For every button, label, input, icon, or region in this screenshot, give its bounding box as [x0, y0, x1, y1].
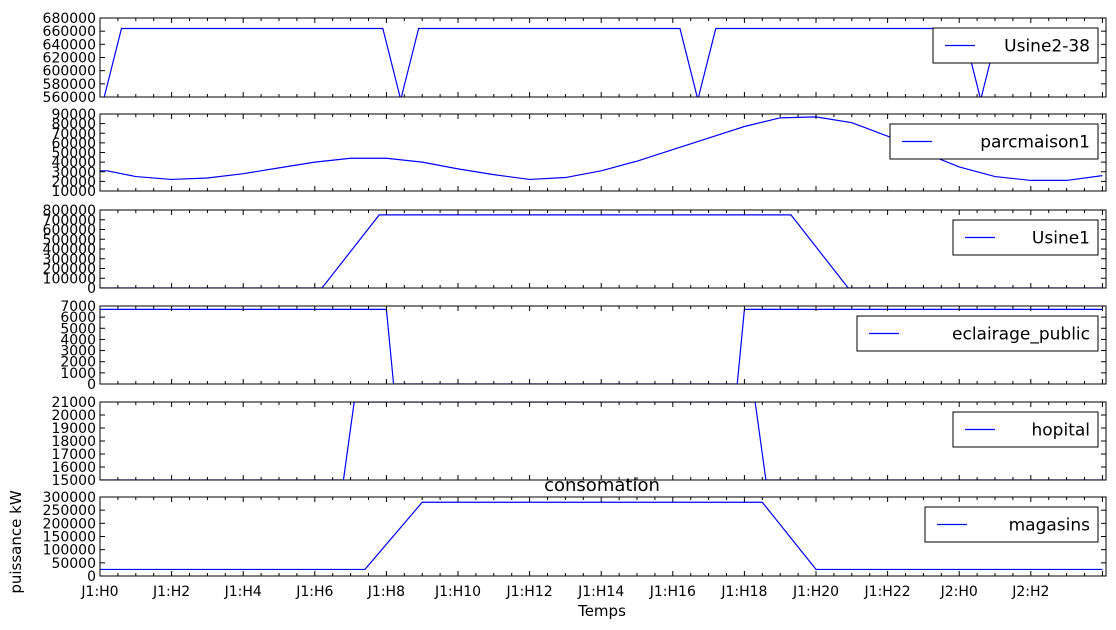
- x-tick-label: J2:H2: [1011, 584, 1049, 600]
- x-tick-label: J1:H18: [720, 584, 767, 600]
- y-tick-label: 580000: [43, 77, 96, 93]
- y-tick-label: 10000: [51, 184, 96, 200]
- y-tick-label: 3000: [60, 344, 96, 360]
- x-tick-label: J2:H0: [940, 584, 978, 600]
- x-tick-label: J1:H4: [224, 584, 262, 600]
- x-tick-label: J1:H10: [434, 584, 481, 600]
- y-tick-label: 680000: [43, 11, 96, 27]
- y-tick-label: 6000: [60, 310, 96, 326]
- y-tick-label: 800000: [43, 203, 96, 219]
- x-tick-label: J1:H2: [152, 584, 190, 600]
- series-line: [100, 402, 1103, 480]
- y-tick-label: 400000: [43, 242, 96, 258]
- y-tick-label: 20000: [51, 408, 96, 424]
- legend-label: Usine1: [1032, 229, 1090, 249]
- x-tick-label: J1:H0: [80, 584, 118, 600]
- legend: parcmaison1: [889, 123, 1099, 160]
- legend-label: parcmaison1: [980, 133, 1090, 153]
- y-tick-label: 0: [87, 377, 96, 393]
- y-tick-label: 640000: [43, 37, 96, 53]
- y-tick-label: 4000: [60, 332, 96, 348]
- y-tick-label: 0: [87, 281, 96, 297]
- y-tick-label: 0: [87, 569, 96, 585]
- subplot-parcmaison1: 1000020000300004000050000600007000080000…: [51, 107, 1107, 200]
- y-tick-label: 19000: [51, 421, 96, 437]
- y-tick-label: 15000: [51, 473, 96, 489]
- y-tick-label: 150000: [43, 530, 96, 546]
- y-tick-label: 17000: [51, 447, 96, 463]
- x-tick-label: J1:H16: [649, 584, 696, 600]
- subplot-Usine2-38: 5600005800006000006200006400006600006800…: [43, 11, 1107, 106]
- y-tick-label: 70000: [51, 126, 96, 142]
- series-line: [100, 501, 1103, 571]
- y-tick-label: 600000: [43, 223, 96, 239]
- series-line: [103, 27, 1000, 97]
- y-tick-label: 16000: [51, 460, 96, 476]
- y-tick-label: 1000: [60, 366, 96, 382]
- x-tick-label: J1:H8: [367, 584, 405, 600]
- y-tick-label: 620000: [43, 51, 96, 67]
- legend-label: eclairage_public: [952, 325, 1090, 345]
- y-tick-label: 2000: [60, 355, 96, 371]
- y-tick-label: 5000: [60, 321, 96, 337]
- y-tick-label: 700000: [43, 213, 96, 229]
- y-axis-label: puissance kW: [7, 490, 25, 593]
- y-tick-label: 60000: [51, 136, 96, 152]
- y-tick-label: 200000: [43, 262, 96, 278]
- y-tick-label: 80000: [51, 117, 96, 133]
- y-tick-label: 200000: [43, 516, 96, 532]
- x-tick-label: J1:H20: [792, 584, 839, 600]
- y-tick-label: 18000: [51, 434, 96, 450]
- series-line: [100, 308, 1103, 384]
- y-tick-label: 300000: [43, 252, 96, 268]
- y-tick-label: 100000: [43, 271, 96, 287]
- y-tick-label: 100000: [43, 543, 96, 559]
- subplots: 5600005800006000006200006400006600006800…: [43, 11, 1107, 600]
- x-tick-label: J1:H12: [506, 584, 553, 600]
- legend: Usine2-38: [932, 27, 1099, 64]
- legend: magasins: [924, 506, 1099, 543]
- legend: Usine1: [952, 219, 1099, 256]
- legend: hopital: [952, 411, 1099, 448]
- y-tick-label: 20000: [51, 174, 96, 190]
- y-tick-label: 250000: [43, 503, 96, 519]
- y-tick-label: 21000: [51, 395, 96, 411]
- y-tick-label: 40000: [51, 155, 96, 171]
- y-tick-label: 660000: [43, 24, 96, 40]
- legend-label: magasins: [1009, 516, 1091, 536]
- y-tick-label: 50000: [51, 556, 96, 572]
- x-axis-label: Temps: [577, 602, 626, 620]
- y-tick-label: 500000: [43, 232, 96, 248]
- y-tick-label: 90000: [51, 107, 96, 123]
- subplot-Usine1: 0100000200000300000400000500000600000700…: [43, 203, 1107, 297]
- axes-frame: [99, 305, 1107, 385]
- legend-label: hopital: [1032, 421, 1091, 441]
- legend: eclairage_public: [856, 315, 1099, 352]
- y-tick-label: 560000: [43, 90, 96, 106]
- x-tick-label: J1:H14: [577, 584, 624, 600]
- y-tick-label: 300000: [43, 490, 96, 506]
- y-tick-label: 30000: [51, 165, 96, 181]
- series-line: [100, 214, 1103, 288]
- figure-title: consomation: [544, 475, 660, 496]
- x-tick-label: J1:H22: [864, 584, 911, 600]
- legend-label: Usine2-38: [1004, 37, 1090, 57]
- y-tick-label: 7000: [60, 299, 96, 315]
- x-tick-label: J1:H6: [295, 584, 333, 600]
- y-tick-label: 50000: [51, 146, 96, 162]
- y-tick-label: 600000: [43, 64, 96, 80]
